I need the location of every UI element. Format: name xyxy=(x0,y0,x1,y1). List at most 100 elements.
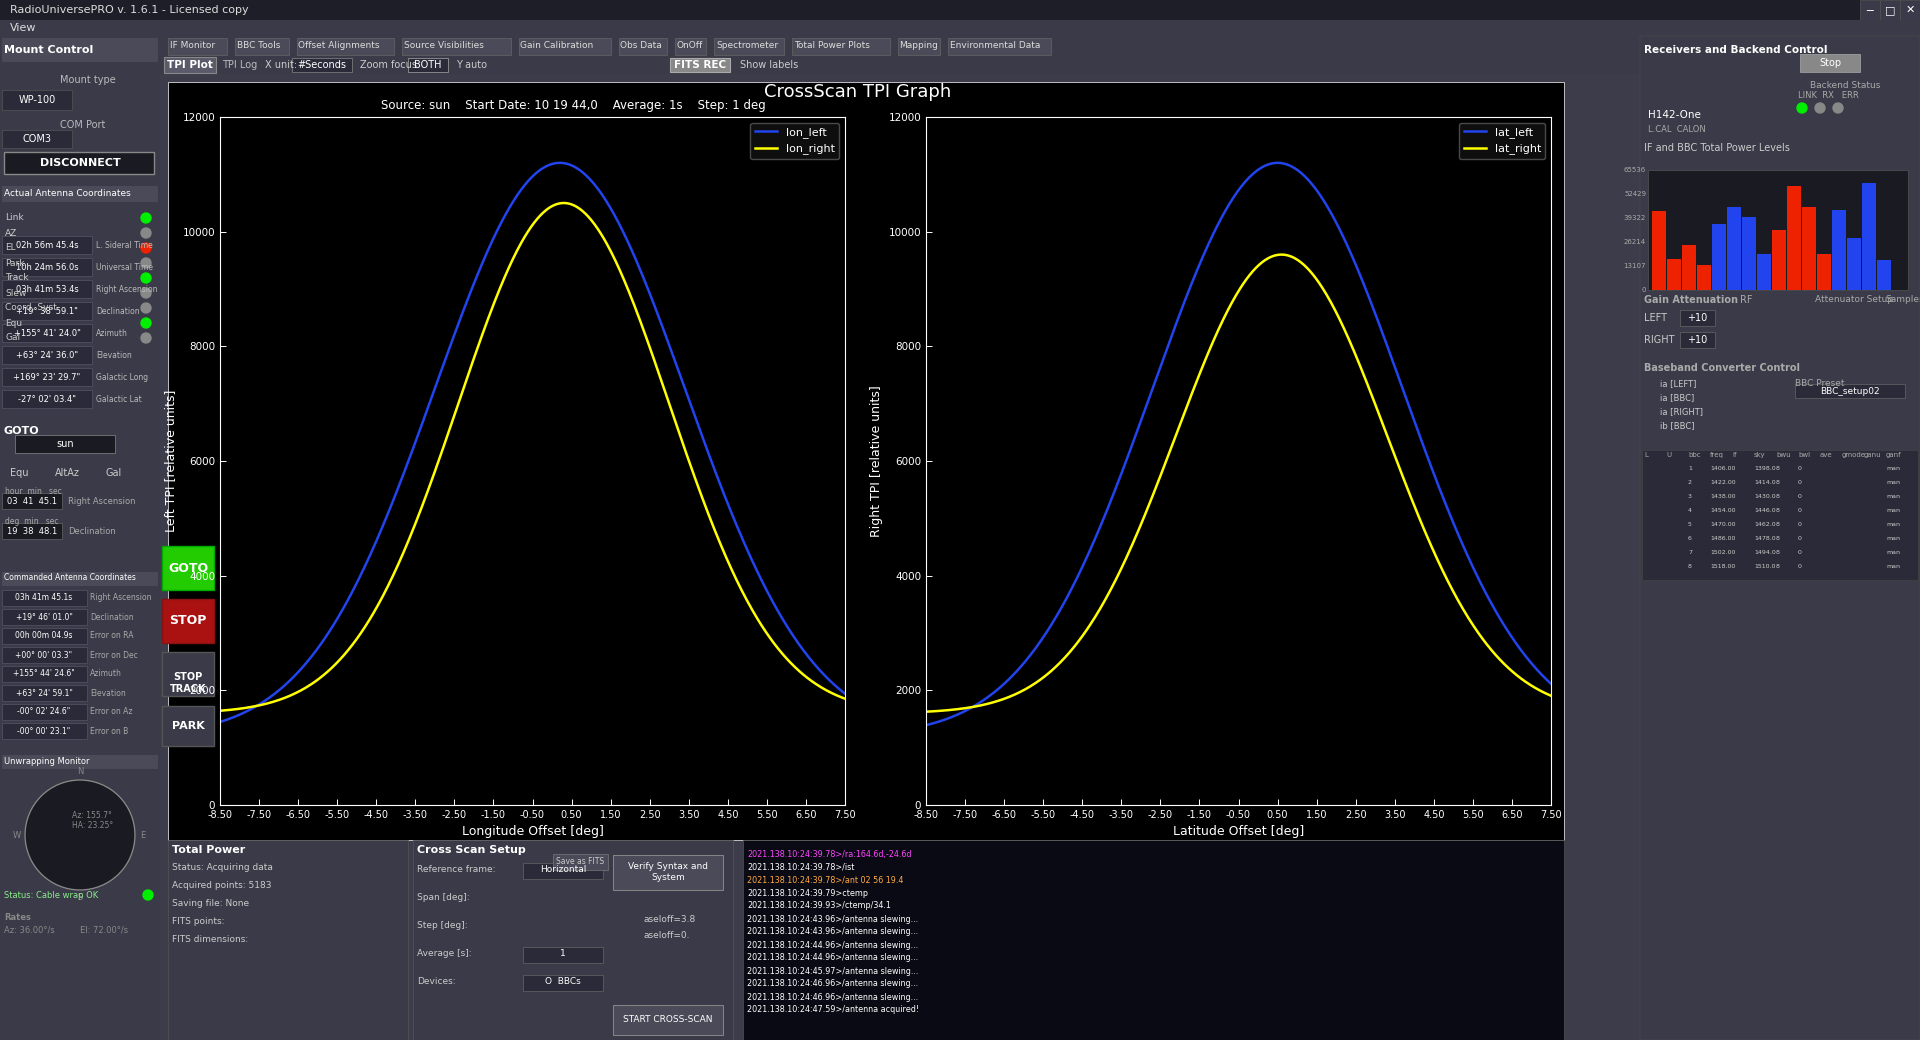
Text: Coord. Syst: Coord. Syst xyxy=(6,304,58,312)
Text: 2021.138.10:24:39.78>/ist: 2021.138.10:24:39.78>/ist xyxy=(747,862,854,872)
Text: 1430.0: 1430.0 xyxy=(1755,494,1776,498)
Text: 1414.0: 1414.0 xyxy=(1755,479,1776,485)
Text: deg  min   sec: deg min sec xyxy=(6,517,58,525)
Circle shape xyxy=(140,272,152,283)
Text: 8: 8 xyxy=(1776,479,1780,485)
Text: Environmental Data: Environmental Data xyxy=(950,42,1041,51)
Text: ganf: ganf xyxy=(1885,452,1901,458)
Text: aseloff=0.: aseloff=0. xyxy=(643,931,689,939)
Bar xyxy=(2,704,86,720)
Text: Cross Scan Setup: Cross Scan Setup xyxy=(417,844,526,855)
lon_left xyxy=(319,623,342,635)
Text: ia [BBC]: ia [BBC] xyxy=(1661,393,1693,402)
Circle shape xyxy=(142,890,154,900)
Text: 0: 0 xyxy=(1797,508,1801,513)
Text: +10: +10 xyxy=(1688,313,1707,323)
Text: 5: 5 xyxy=(1688,521,1692,526)
lon_right xyxy=(319,662,342,675)
Bar xyxy=(2,258,92,276)
Text: Show labels: Show labels xyxy=(739,60,799,70)
Bar xyxy=(161,706,213,746)
Text: ib [BBC]: ib [BBC] xyxy=(1661,421,1695,431)
Text: 1486.00: 1486.00 xyxy=(1711,536,1736,541)
Text: sky: sky xyxy=(1755,452,1766,458)
lat_right xyxy=(1540,690,1563,702)
lon_right xyxy=(369,594,392,606)
Bar xyxy=(612,855,724,890)
Bar xyxy=(169,82,1565,840)
Text: 03h 41m 45.1s: 03h 41m 45.1s xyxy=(15,594,73,602)
Bar xyxy=(2,685,86,701)
lat_left xyxy=(1386,368,1409,381)
Text: 1398.0: 1398.0 xyxy=(1755,466,1776,470)
Text: TPI Plot: TPI Plot xyxy=(167,60,213,70)
lat_right xyxy=(1386,457,1409,469)
Bar xyxy=(897,38,941,55)
Text: 8: 8 xyxy=(1776,536,1780,541)
Bar xyxy=(2,236,92,254)
Text: Error on Az: Error on Az xyxy=(90,707,132,717)
Text: 1: 1 xyxy=(561,950,566,959)
Bar xyxy=(618,38,666,55)
Bar xyxy=(1651,217,1667,290)
Bar xyxy=(1640,36,1920,1040)
Bar xyxy=(1682,230,1695,290)
Text: Elevation: Elevation xyxy=(96,350,132,360)
Text: Gain Attenuation: Gain Attenuation xyxy=(1644,295,1738,305)
Bar xyxy=(159,56,1640,74)
Bar xyxy=(1772,268,1786,290)
lon_right xyxy=(680,463,703,475)
Text: L. Sideral Time: L. Sideral Time xyxy=(96,240,154,250)
Text: S: S xyxy=(77,893,83,903)
Bar xyxy=(413,840,733,1040)
Text: 2021.138.10:24:46.96>/antenna slewing...: 2021.138.10:24:46.96>/antenna slewing... xyxy=(747,980,918,988)
Text: STOP
TRACK: STOP TRACK xyxy=(169,672,205,694)
Text: 03  41  45.1: 03 41 45.1 xyxy=(8,496,58,505)
Circle shape xyxy=(140,288,152,298)
Bar xyxy=(1680,310,1715,326)
Text: Save as FITS: Save as FITS xyxy=(557,858,605,866)
Text: 13107: 13107 xyxy=(1624,263,1645,269)
Text: +169° 23' 29.7": +169° 23' 29.7" xyxy=(13,372,81,382)
Text: Az: 36.00°/s: Az: 36.00°/s xyxy=(4,926,56,935)
Bar xyxy=(1901,0,1920,20)
Text: EL: EL xyxy=(6,243,15,253)
Text: -00° 02' 24.6": -00° 02' 24.6" xyxy=(17,707,71,717)
Text: #Seconds: #Seconds xyxy=(298,60,346,70)
Bar xyxy=(2,90,73,110)
Circle shape xyxy=(140,228,152,238)
lon_left xyxy=(680,401,703,414)
Text: 26214: 26214 xyxy=(1624,239,1645,245)
Bar xyxy=(2,666,86,682)
Text: Gain Calibration: Gain Calibration xyxy=(520,42,593,51)
Text: GOTO: GOTO xyxy=(4,426,40,436)
Text: Declination: Declination xyxy=(67,526,115,536)
Text: Equ: Equ xyxy=(6,318,23,328)
Bar xyxy=(1803,238,1816,290)
lat_left xyxy=(914,719,937,731)
Text: 2021.138.10:24:46.96>/antenna slewing...: 2021.138.10:24:46.96>/antenna slewing... xyxy=(747,992,918,1002)
Bar xyxy=(1741,191,1757,290)
Text: +19° 38' 59.1": +19° 38' 59.1" xyxy=(15,307,79,315)
Text: Galactic Lat: Galactic Lat xyxy=(96,394,142,404)
Text: 2021.138.10:24:45.97>/antenna slewing...: 2021.138.10:24:45.97>/antenna slewing... xyxy=(747,966,918,976)
Text: E: E xyxy=(140,831,146,839)
Text: 2021.138.10:24:39.78>/ant 02 56 19.4: 2021.138.10:24:39.78>/ant 02 56 19.4 xyxy=(747,876,904,884)
Text: Step [deg]:: Step [deg]: xyxy=(417,921,468,931)
Text: TPI Log: TPI Log xyxy=(223,60,257,70)
Text: IF and BBC Total Power Levels: IF and BBC Total Power Levels xyxy=(1644,142,1789,153)
Text: Status: Cable wrap OK: Status: Cable wrap OK xyxy=(4,890,98,900)
Text: 7: 7 xyxy=(1688,549,1692,554)
Bar xyxy=(2,186,157,202)
Text: Mount Control: Mount Control xyxy=(4,45,94,55)
Text: ia [RIGHT]: ia [RIGHT] xyxy=(1661,408,1703,416)
Text: 2021.138.10:24:39.78>/ra:164.6d,-24.6d: 2021.138.10:24:39.78>/ra:164.6d,-24.6d xyxy=(747,850,912,858)
Text: 1422.00: 1422.00 xyxy=(1711,479,1736,485)
Bar xyxy=(1642,450,1918,580)
Text: Slew: Slew xyxy=(6,288,27,297)
Legend: lon_left, lon_right: lon_left, lon_right xyxy=(751,123,839,159)
Bar xyxy=(161,652,213,696)
Text: Source Visibilities: Source Visibilities xyxy=(403,42,484,51)
Text: LEFT: LEFT xyxy=(1644,313,1667,323)
Text: Universal Time: Universal Time xyxy=(96,262,154,271)
